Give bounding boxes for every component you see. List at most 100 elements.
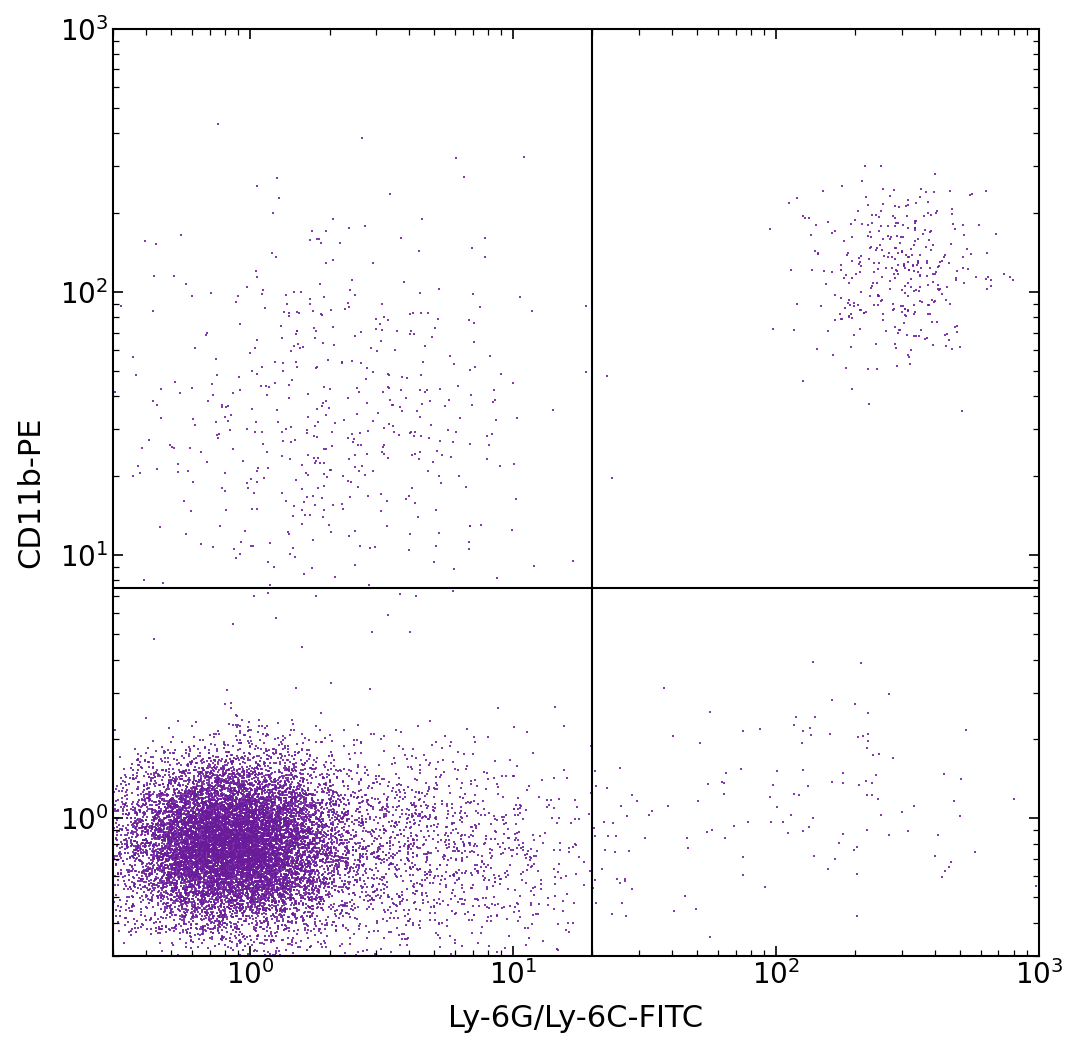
Point	[195, 808, 213, 825]
Point	[293, 847, 310, 864]
Point	[228, 750, 245, 766]
Point	[243, 810, 260, 826]
Point	[222, 803, 240, 820]
Point	[153, 882, 171, 899]
Point	[280, 820, 297, 837]
Point	[229, 814, 246, 831]
Point	[257, 792, 274, 809]
Point	[194, 830, 212, 846]
Point	[194, 826, 212, 843]
Point	[327, 820, 345, 837]
Point	[215, 875, 232, 891]
Point	[282, 721, 299, 738]
Point	[186, 810, 203, 826]
Point	[197, 853, 214, 869]
Point	[173, 897, 190, 914]
Point	[226, 859, 243, 876]
Point	[337, 805, 354, 822]
Point	[253, 816, 270, 833]
Point	[186, 794, 203, 811]
Point	[212, 880, 229, 897]
Point	[176, 795, 193, 812]
Point	[265, 813, 282, 830]
Point	[260, 816, 278, 833]
Point	[183, 810, 200, 826]
Point	[256, 833, 273, 849]
Point	[408, 839, 426, 856]
Point	[261, 835, 279, 852]
Point	[203, 785, 220, 802]
Point	[261, 534, 279, 551]
Point	[195, 842, 213, 859]
Point	[224, 837, 241, 854]
Point	[270, 792, 287, 809]
Point	[376, 821, 393, 838]
Point	[319, 795, 336, 812]
Point	[922, 223, 940, 239]
Point	[303, 791, 321, 807]
Point	[276, 872, 294, 888]
Point	[228, 833, 245, 849]
Point	[270, 832, 287, 848]
Point	[329, 824, 347, 841]
Point	[168, 789, 186, 805]
Point	[270, 812, 287, 828]
Point	[234, 786, 252, 803]
Point	[180, 838, 198, 855]
Point	[244, 781, 261, 798]
Point	[359, 792, 376, 809]
Point	[283, 895, 300, 911]
Point	[213, 808, 230, 825]
Point	[279, 844, 296, 861]
Point	[445, 866, 462, 883]
Point	[271, 816, 288, 833]
Point	[259, 856, 276, 873]
Point	[163, 826, 180, 843]
Point	[244, 836, 261, 853]
Point	[274, 786, 292, 803]
Point	[175, 832, 192, 848]
Point	[289, 842, 307, 859]
Point	[187, 837, 204, 854]
Point	[259, 800, 276, 817]
Point	[184, 379, 201, 396]
Point	[233, 861, 251, 878]
Point	[195, 798, 213, 815]
Point	[192, 850, 210, 867]
Point	[256, 846, 273, 863]
Point	[131, 852, 148, 868]
Point	[194, 919, 212, 936]
Point	[179, 462, 197, 479]
Point	[241, 839, 258, 856]
Point	[244, 804, 261, 821]
Point	[242, 804, 259, 821]
Point	[283, 912, 300, 929]
Point	[523, 858, 540, 875]
Point	[203, 890, 220, 907]
Point	[375, 854, 392, 870]
Point	[186, 835, 203, 852]
Point	[213, 865, 230, 882]
Point	[194, 791, 212, 807]
Point	[324, 816, 341, 833]
Point	[171, 769, 188, 785]
Point	[186, 839, 203, 856]
Point	[207, 912, 225, 929]
Point	[257, 850, 274, 867]
Point	[795, 373, 812, 390]
Point	[138, 790, 156, 806]
Point	[318, 911, 335, 928]
Point	[335, 917, 352, 933]
Point	[238, 868, 255, 885]
Point	[278, 420, 295, 437]
Point	[243, 803, 260, 820]
Point	[274, 838, 292, 855]
Point	[197, 875, 214, 891]
Point	[483, 816, 500, 833]
Point	[184, 837, 201, 854]
Point	[200, 864, 217, 881]
Point	[257, 883, 274, 900]
Point	[272, 820, 289, 837]
Point	[204, 827, 221, 844]
Point	[262, 750, 280, 766]
